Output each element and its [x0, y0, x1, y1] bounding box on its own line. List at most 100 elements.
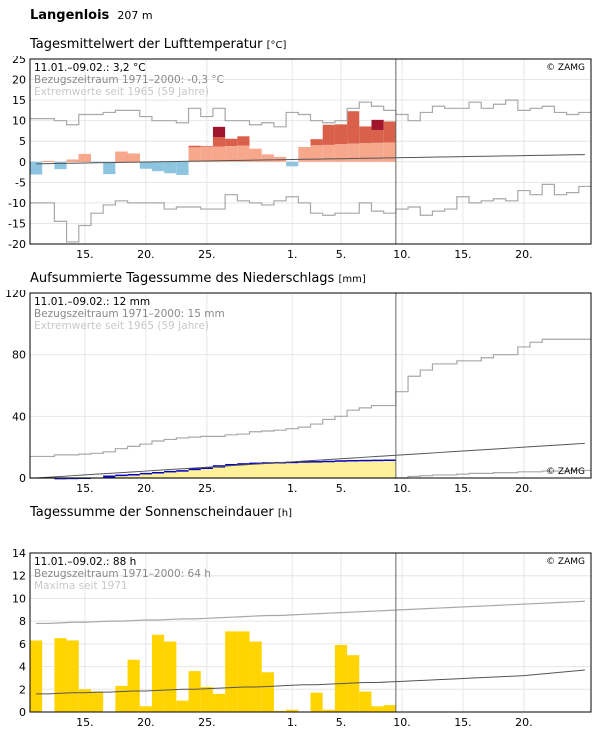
extreme-max-line [30, 99, 591, 128]
temp-bar-lower [383, 142, 396, 162]
y-tick-label: 80 [12, 349, 26, 362]
temp-bar-cold [90, 161, 104, 163]
precip-daily-bar [225, 463, 238, 466]
x-tick-label: 20. [515, 716, 533, 729]
temp-bar-upper [237, 136, 250, 146]
y-tick-label: 20 [12, 74, 26, 87]
x-tick-label: 1. [287, 248, 298, 261]
temperature-chart-title: Tagesmittelwert der Lufttemperatur [°C] [30, 37, 286, 52]
y-tick-label: -15 [8, 217, 26, 230]
temp-bar-upper [200, 146, 213, 147]
precip-daily-bar [298, 461, 311, 463]
y-tick-label: 6 [19, 638, 26, 651]
precip-daily-bar [103, 475, 116, 478]
sunshine-bar [164, 641, 177, 712]
temp-bar-upper [347, 111, 360, 144]
sunshine-bar [200, 687, 213, 712]
temp-bar-lower [188, 147, 201, 162]
extremes-label: Extremwerte seit 1965 (59 Jahre) [34, 86, 209, 98]
plot-frame [29, 292, 592, 479]
precip-daily-bar [383, 459, 396, 461]
precip-daily-bar [347, 459, 360, 462]
sunshine-bar [249, 641, 262, 712]
x-tick-label: 15. [454, 716, 472, 729]
station-header: Langenlois 207 m [30, 4, 153, 23]
y-tick-label: 40 [12, 410, 26, 423]
y-tick-label: -10 [8, 197, 26, 210]
reference-line [36, 669, 585, 695]
y-tick-label: 120 [5, 290, 26, 300]
y-tick-label: 12 [12, 570, 26, 583]
temp-bar-cold [54, 161, 67, 170]
y-tick-label: -20 [8, 238, 26, 251]
x-tick-label: 15. [454, 248, 472, 261]
x-tick-label: 10. [393, 482, 411, 495]
temp-bar-lower [225, 146, 238, 162]
temp-bar-cold [164, 161, 177, 174]
extreme-max-line [30, 338, 591, 458]
x-tick-label: 20. [137, 248, 155, 261]
x-tick-label: 5. [336, 482, 347, 495]
sunshine-bar [273, 710, 287, 712]
plot-frame [29, 58, 592, 245]
sunshine-bar [371, 706, 384, 712]
x-tick-label: 15. [76, 482, 94, 495]
y-tick-label: 5 [19, 135, 26, 148]
sunshine-bar [225, 631, 238, 712]
sunshine-title-text: Tagessumme der Sonnenscheindauer [30, 505, 274, 520]
temp-bar [78, 153, 91, 162]
temp-bar-lower [200, 146, 213, 162]
temp-bar-cold [286, 161, 299, 167]
y-tick-label: 10 [12, 592, 26, 605]
sunshine-bar [139, 706, 152, 712]
sunshine-bar [322, 709, 335, 712]
station-elevation: 207 m [117, 9, 153, 22]
temp-bar [127, 153, 140, 162]
y-tick-label: 25 [12, 56, 26, 66]
reference-line [36, 442, 585, 479]
x-tick-label: 20. [515, 482, 533, 495]
temperature-chart: 25 20 15 10 5 0 -5 -10 -15 -20 15. 20. 25. 1. 5. 10. 15.… [8, 56, 592, 261]
temp-bar-lower [212, 146, 226, 162]
period-label: 11.01.–09.02.: 3,2 °C [34, 62, 146, 74]
precip-daily-bar [359, 459, 372, 462]
y-tick-label: 10 [12, 115, 26, 128]
x-tick-label: 1. [287, 482, 298, 495]
sunshine-bar [212, 693, 226, 712]
precip-daily-bar [334, 460, 348, 462]
precip-daily-bar [127, 473, 140, 476]
precipitation-chart: 120 80 40 0 15. 20. 25. 1. 5. 10. 15. 20. 11.01.–09.… [5, 290, 592, 495]
temp-bar-lower [371, 142, 384, 162]
temp-bar-cold [30, 161, 43, 175]
precip-daily-bar [115, 474, 128, 477]
y-tick-label: 4 [19, 661, 26, 674]
sunshine-bar [176, 700, 189, 712]
precip-daily-bar [249, 462, 262, 465]
sunshine-bar [383, 705, 396, 712]
sunshine-bar [347, 655, 360, 712]
temp-bar-lower [334, 144, 348, 162]
temp-bar-extreme [212, 126, 226, 138]
y-tick-label: 14 [12, 547, 26, 560]
period-label: 11.01.–09.02.: 88 h [34, 556, 136, 568]
sunshine-bar [66, 640, 79, 712]
sunshine-bar [127, 659, 140, 712]
precip-chart-title: Aufsummierte Tagessumme des Niederschlag… [30, 271, 366, 286]
x-tick-label: 5. [336, 248, 347, 261]
x-tick-label: 10. [393, 716, 411, 729]
reference-label: Bezugszeitraum 1971–2000: 64 h [34, 568, 211, 580]
copyright-label: © ZAMG [546, 467, 585, 477]
reference-label: Bezugszeitraum 1971–2000: 15 mm [34, 308, 225, 320]
temp-bar-lower [249, 148, 262, 162]
sunshine-unit: [h] [277, 508, 292, 519]
y-tick-label: 0 [19, 472, 26, 485]
temp-bar-upper [359, 126, 372, 144]
sunshine-bar [30, 640, 43, 712]
sunshine-bar [54, 638, 67, 712]
temp-bar-lower [261, 154, 274, 162]
x-tick-label: 25. [198, 482, 216, 495]
sunshine-bar [151, 634, 165, 712]
precip-daily-bar [286, 461, 299, 464]
sunshine-bar [286, 709, 299, 712]
temp-bar-lower [347, 143, 360, 162]
